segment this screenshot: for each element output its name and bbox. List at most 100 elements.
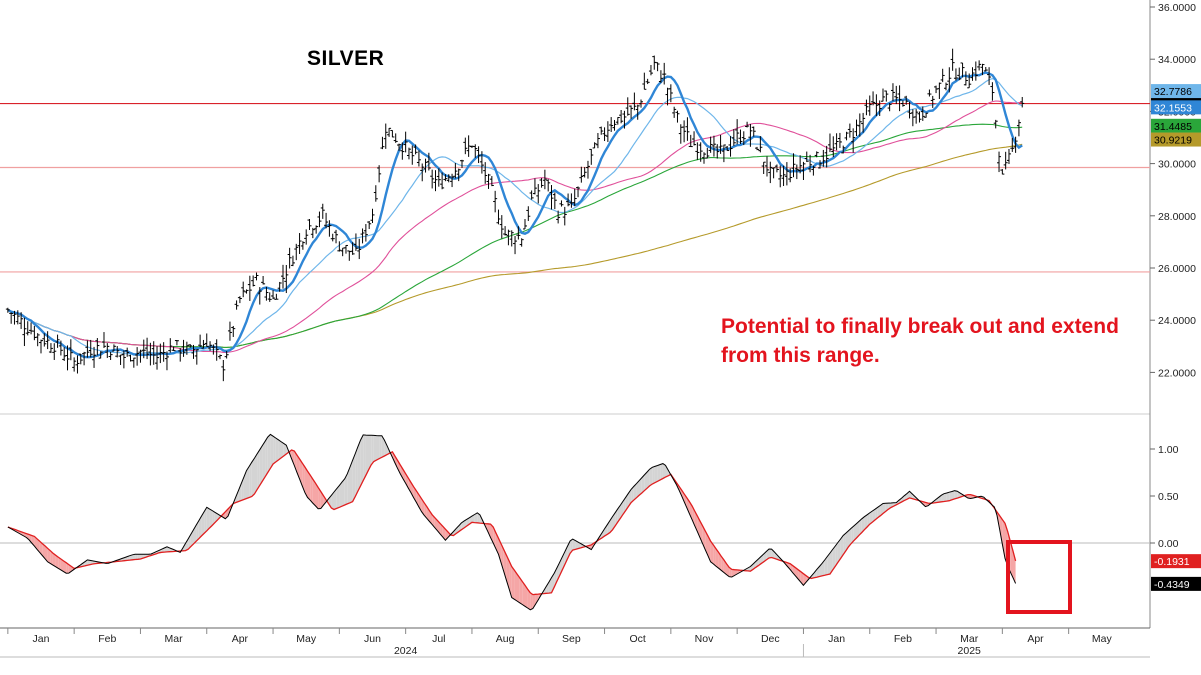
osc-fill-bull: [82, 561, 85, 567]
price-bar: [436, 168, 441, 187]
osc-fill-bear: [519, 577, 523, 605]
price-bar: [19, 312, 24, 329]
osc-fill-bull: [371, 435, 374, 465]
price-bar: [380, 136, 385, 150]
x-month-label: Aug: [496, 633, 515, 645]
price-bar: [72, 357, 77, 372]
osc-fill-bull: [625, 493, 629, 511]
osc-fill-bull: [952, 490, 955, 500]
price-bar: [522, 219, 527, 230]
price-bar: [894, 85, 899, 105]
price-bar: [85, 340, 90, 358]
osc-fill-bull: [936, 497, 939, 503]
price-bar: [983, 66, 988, 72]
price-bar: [798, 155, 803, 174]
price-bar: [731, 129, 736, 146]
osc-fill-bull: [570, 539, 573, 554]
price-bar: [930, 95, 935, 108]
price-bar: [619, 109, 624, 124]
price-bar: [698, 142, 703, 162]
price-bar: [58, 340, 63, 356]
osc-fill-bear: [440, 523, 443, 538]
price-bar: [924, 112, 929, 118]
price-bar: [214, 339, 219, 361]
price-bar: [861, 112, 866, 133]
osc-fill-bear: [525, 585, 528, 608]
price-bar: [950, 48, 955, 71]
osc-fill-bull: [845, 530, 849, 551]
osc-fill-bull: [819, 563, 822, 577]
osc-fill-bull: [832, 546, 836, 571]
last-value-box: [1151, 84, 1201, 99]
price-bar: [181, 339, 186, 357]
osc-fill-bull: [604, 524, 608, 537]
price-bar: [403, 131, 408, 153]
price-bar: [327, 220, 332, 237]
price-bar: [784, 162, 789, 186]
price-bar: [566, 193, 571, 207]
price-bar: [493, 190, 498, 213]
osc-fill-bear: [506, 555, 510, 589]
osc-fill-bear: [323, 495, 327, 506]
price-bar: [155, 346, 160, 370]
osc-fill-bull: [848, 528, 852, 547]
osc-fill-bull: [201, 511, 205, 536]
price-bar: [5, 307, 10, 313]
price-bar: [854, 119, 859, 137]
osc-fill-bull: [270, 434, 274, 469]
price-tick-label: 26.0000: [1158, 263, 1196, 275]
price-bar: [151, 341, 156, 365]
price-bar: [692, 131, 697, 146]
osc-fill-bull: [281, 441, 284, 458]
price-bar: [244, 289, 249, 294]
x-month-label: Nov: [695, 633, 714, 645]
price-bar: [648, 64, 653, 76]
price-bar: [794, 164, 799, 180]
osc-fill-bull: [830, 549, 833, 574]
price-bar: [423, 158, 428, 173]
price-bar: [111, 344, 116, 352]
price-bar: [363, 224, 368, 242]
price-bar: [204, 333, 209, 347]
price-bar: [705, 147, 710, 159]
osc-fill-bull: [193, 525, 197, 544]
price-bar: [735, 119, 740, 145]
price-bar: [261, 276, 266, 285]
last-value-box: [1151, 118, 1201, 133]
price-bar: [347, 250, 352, 261]
price-bar: [582, 167, 587, 178]
price-bar: [277, 281, 282, 292]
price-bar: [350, 242, 355, 255]
osc-fill-bear: [999, 515, 1003, 544]
price-bar: [420, 163, 425, 182]
price-bar: [907, 101, 912, 119]
price-bar: [977, 60, 982, 71]
x-month-label: Jan: [828, 633, 845, 645]
price-bar: [702, 152, 706, 164]
osc-fill-bull: [636, 480, 639, 498]
price-bar: [718, 134, 723, 154]
last-value-label: 32.7786: [1151, 84, 1201, 99]
x-month-label: Feb: [98, 633, 116, 645]
osc-fill-bull: [623, 497, 626, 515]
price-bar: [343, 244, 348, 254]
osc-fill-bull: [381, 435, 385, 458]
price-bar: [486, 173, 491, 189]
chart-title: SILVER: [307, 47, 385, 70]
osc-fill-bear: [312, 479, 316, 506]
price-bar: [164, 351, 169, 371]
price-bar: [88, 339, 93, 358]
osc-fill-bull: [912, 493, 915, 500]
osc-fill-bear: [787, 562, 791, 570]
price-bar: [711, 135, 716, 157]
osc-fill-bull: [259, 445, 263, 486]
osc-fill-bear: [731, 569, 735, 577]
osc-fill-bull: [609, 516, 613, 533]
price-bar: [433, 170, 438, 192]
highlight-box: [1006, 540, 1072, 614]
osc-fill-bull: [944, 493, 947, 502]
price-bar: [390, 129, 395, 138]
osc-fill-bear: [434, 517, 438, 531]
price-bar: [184, 341, 189, 355]
osc-fill-bull: [212, 510, 215, 526]
